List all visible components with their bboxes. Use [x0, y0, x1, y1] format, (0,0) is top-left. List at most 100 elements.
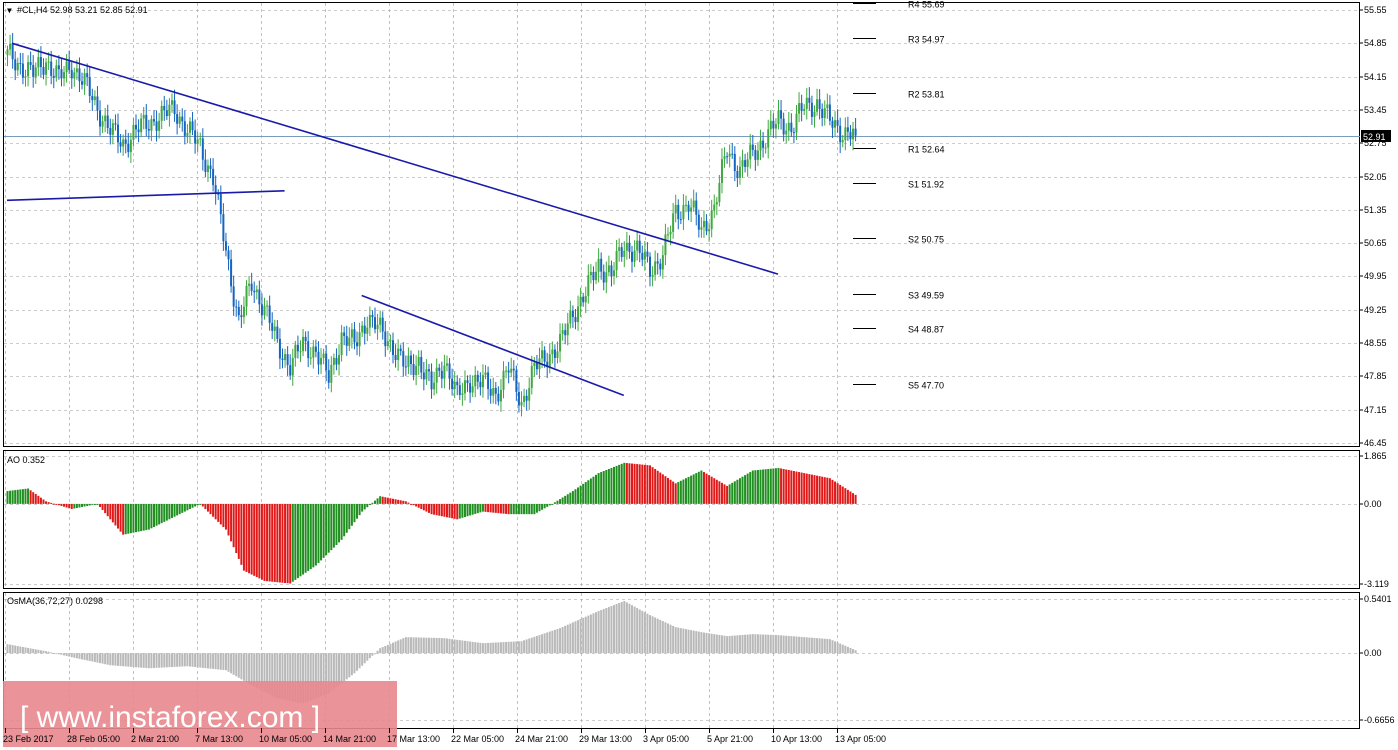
- candle-body: [597, 258, 600, 272]
- candle-body: [481, 375, 484, 388]
- candle-body: [21, 63, 24, 78]
- ao-bar: [463, 503, 466, 517]
- osma-bar: [659, 619, 662, 654]
- pivot-label: R1 52.64: [908, 145, 945, 155]
- ao-bar: [623, 462, 626, 504]
- candle-body: [340, 332, 343, 356]
- candle-body: [68, 61, 71, 70]
- osma-bar: [99, 653, 102, 664]
- candle-body: [736, 171, 739, 178]
- ao-bar: [340, 503, 343, 540]
- osma-bar: [412, 637, 415, 654]
- osma-bar: [348, 653, 351, 678]
- osma-bar: [816, 638, 819, 654]
- ao-bar: [392, 498, 394, 504]
- ao-bar: [561, 497, 564, 504]
- candle-body: [258, 289, 261, 305]
- candle-body: [248, 283, 251, 286]
- ao-bar: [57, 503, 60, 506]
- ao-bar: [610, 467, 613, 504]
- osma-bar: [710, 633, 713, 654]
- candle-body: [109, 128, 112, 135]
- candle-body: [93, 96, 96, 101]
- candle-body: [140, 118, 143, 133]
- ao-bar: [720, 482, 723, 504]
- osma-bar: [618, 603, 621, 654]
- candle-body: [684, 204, 687, 206]
- ao-bar: [759, 469, 762, 504]
- osma-bar: [646, 613, 649, 654]
- osma-bar: [651, 616, 654, 654]
- ao-bar: [384, 497, 387, 504]
- candle-body: [27, 62, 30, 77]
- ao-bar: [795, 471, 798, 504]
- ao-bar: [505, 503, 508, 514]
- osma-bar: [592, 613, 595, 654]
- osma-bar: [389, 643, 392, 654]
- axis-tick-label: 52.05: [1364, 172, 1387, 182]
- candle-body: [39, 57, 42, 68]
- ao-bar: [476, 503, 479, 514]
- candle-body: [209, 165, 212, 169]
- osma-bar: [52, 653, 55, 655]
- ao-bar: [332, 503, 335, 548]
- osma-bar: [188, 653, 191, 667]
- candle-body: [708, 229, 711, 232]
- ao-bar: [145, 503, 148, 531]
- candle-body: [574, 317, 577, 323]
- candle-body: [376, 324, 379, 330]
- ao-bar: [420, 503, 423, 510]
- osma-bar: [481, 643, 484, 654]
- ao-bar: [348, 503, 351, 530]
- candle-body: [733, 153, 736, 172]
- osma-bar: [625, 602, 628, 654]
- ao-bar: [823, 477, 826, 504]
- ao-bar: [147, 503, 150, 530]
- ao-bar: [474, 503, 477, 514]
- ao-bar: [854, 494, 857, 504]
- osma-bar: [296, 653, 299, 703]
- candle-body: [425, 369, 428, 380]
- candle-body: [772, 120, 775, 129]
- ao-bar: [625, 463, 628, 504]
- ao-bar: [253, 503, 256, 576]
- candle-body: [415, 365, 418, 376]
- osma-bar: [443, 638, 446, 654]
- candle-body: [718, 183, 721, 203]
- ao-bar: [559, 499, 562, 504]
- candle-body: [777, 110, 780, 125]
- ao-bar: [181, 503, 184, 513]
- ao-bar: [322, 503, 325, 558]
- candle-body: [520, 401, 523, 406]
- osma-bar: [679, 628, 682, 654]
- candle-body: [559, 333, 562, 352]
- osma-bar: [258, 653, 261, 690]
- candle-body: [384, 331, 387, 347]
- osma-bar: [273, 653, 276, 698]
- osma-bar: [194, 653, 197, 668]
- ao-bar: [353, 503, 356, 523]
- candle-body: [284, 354, 287, 361]
- osma-bar: [510, 641, 513, 654]
- header-arrow-icon[interactable]: ▼: [7, 6, 12, 15]
- ao-histogram: [6, 462, 857, 584]
- osma-bar: [469, 641, 472, 654]
- ao-bar: [114, 503, 117, 526]
- candle-body: [194, 130, 197, 144]
- osma-bar: [381, 647, 384, 654]
- candle-body: [561, 330, 564, 334]
- osma-bar: [733, 635, 736, 654]
- osma-bar: [140, 653, 143, 668]
- candle-body: [191, 121, 194, 131]
- candle-body: [142, 114, 145, 119]
- ao-bar: [579, 485, 582, 504]
- ao-bar: [158, 503, 161, 525]
- osma-bar: [122, 653, 125, 667]
- ao-panel: [3, 450, 1360, 589]
- candle-body: [273, 326, 276, 331]
- ao-bar: [286, 503, 289, 584]
- ao-bar: [692, 474, 695, 504]
- osma-bar: [474, 642, 477, 654]
- osma-bar: [168, 653, 171, 668]
- ao-bar: [782, 468, 785, 504]
